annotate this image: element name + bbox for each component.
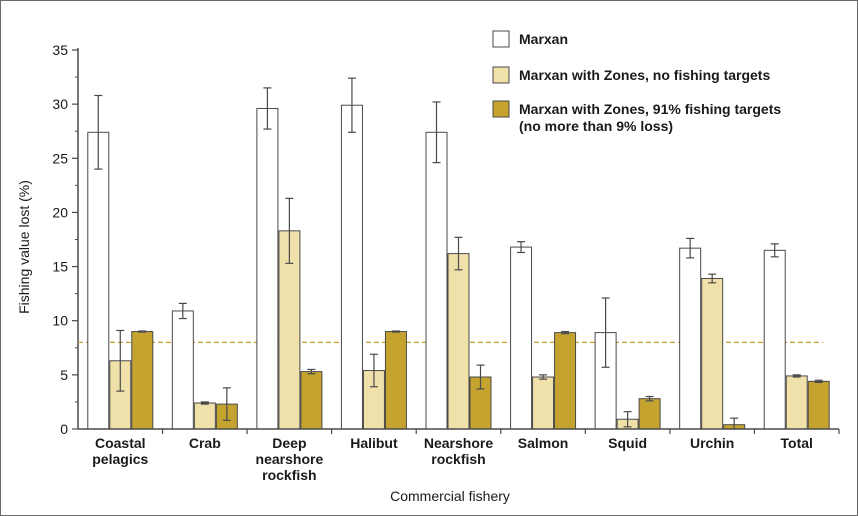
x-tick-label-line: Coastal bbox=[95, 435, 146, 451]
bar bbox=[532, 376, 555, 430]
x-tick-label: Nearshore rockfish bbox=[424, 435, 493, 467]
bar bbox=[131, 331, 154, 430]
y-tick-label: 5 bbox=[60, 367, 68, 383]
legend-label-line: Marxan with Zones, no fishing targets bbox=[519, 67, 770, 83]
y-tick-label: 0 bbox=[60, 421, 68, 437]
legend-label-line: (no more than 9% loss) bbox=[519, 118, 673, 134]
x-tick-label: Deep nearshore rockfish bbox=[256, 435, 324, 483]
x-tick-label-line: Halibut bbox=[350, 435, 398, 451]
x-tick-label-line: Deep bbox=[272, 435, 306, 451]
bars bbox=[87, 77, 830, 430]
x-tick-label: Halibut bbox=[350, 435, 398, 451]
bar bbox=[384, 331, 407, 430]
x-tick-label-line: Nearshore bbox=[424, 435, 493, 451]
legend: Marxan Marxan with Zones, no fishing targ… bbox=[492, 30, 781, 134]
bar bbox=[171, 310, 194, 430]
x-axis-title: Commercial fishery bbox=[390, 488, 510, 504]
bar bbox=[193, 402, 216, 430]
legend-swatch bbox=[492, 100, 510, 118]
bar bbox=[679, 247, 702, 430]
bar bbox=[447, 253, 470, 430]
bar bbox=[763, 249, 786, 430]
bar bbox=[300, 371, 323, 430]
bar bbox=[425, 131, 448, 430]
y-axis-title: Fishing value lost (%) bbox=[16, 180, 32, 314]
x-tick-label-line: Salmon bbox=[518, 435, 569, 451]
y-tick-label: 20 bbox=[52, 204, 68, 220]
y-tick-label: 15 bbox=[52, 259, 68, 275]
x-tick-label-line: Squid bbox=[608, 435, 647, 451]
x-tick-label: Total bbox=[781, 435, 813, 451]
bar bbox=[87, 131, 110, 430]
y-tick-label: 10 bbox=[52, 313, 68, 329]
x-tick-label: Urchin bbox=[690, 435, 734, 451]
bar bbox=[510, 246, 533, 430]
x-tick-label: Coastal pelagics bbox=[92, 435, 148, 467]
x-tick-label-line: Total bbox=[781, 435, 813, 451]
y-tick-label: 25 bbox=[52, 150, 68, 166]
legend-label: Marxan with Zones, no fishing targets bbox=[519, 67, 770, 83]
bar bbox=[807, 380, 830, 430]
x-tick-label-line: Urchin bbox=[690, 435, 734, 451]
bar bbox=[785, 375, 808, 430]
x-tick-label-line: nearshore bbox=[256, 451, 324, 467]
x-tick-label-line: rockfish bbox=[431, 451, 485, 467]
x-tick-label-line: pelagics bbox=[92, 451, 148, 467]
legend-label-line: Marxan with Zones, 91% fishing targets bbox=[519, 101, 781, 117]
x-tick-label: Crab bbox=[189, 435, 221, 451]
legend-swatch bbox=[492, 66, 510, 84]
bar bbox=[554, 332, 577, 430]
x-tick-label: Squid bbox=[608, 435, 647, 451]
x-tick-label-line: Crab bbox=[189, 435, 221, 451]
legend-label-line: Marxan bbox=[519, 31, 568, 47]
legend-label: Marxan with Zones, 91% fishing targets (n… bbox=[519, 101, 781, 134]
legend-swatch bbox=[492, 30, 510, 48]
y-tick-label: 30 bbox=[52, 96, 68, 112]
y-axis: 0 5 10 15 20 25 30 35 bbox=[52, 42, 79, 437]
legend-label: Marxan bbox=[519, 31, 568, 47]
bar bbox=[638, 398, 661, 430]
x-tick-label: Salmon bbox=[518, 435, 569, 451]
y-tick-label: 35 bbox=[52, 42, 68, 58]
x-tick-label-line: rockfish bbox=[262, 467, 316, 483]
bar bbox=[256, 107, 279, 430]
bar bbox=[701, 277, 724, 430]
bar bbox=[340, 104, 363, 430]
